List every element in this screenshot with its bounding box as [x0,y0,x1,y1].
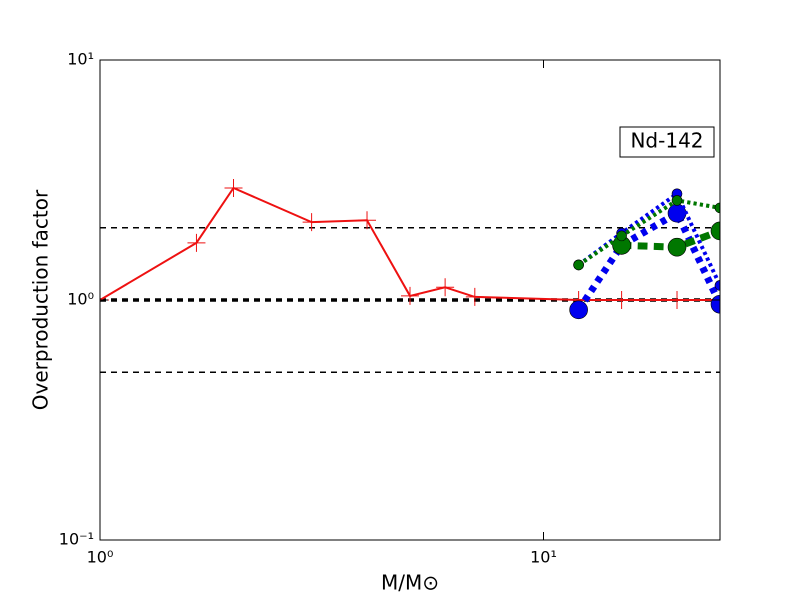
annotation: Nd-142 [630,129,703,153]
point-marker [616,230,627,242]
series-line [100,186,720,301]
series-line [575,208,720,312]
point-marker [358,211,377,230]
x-tick-label: 10¹ [530,548,557,567]
point-marker [667,237,687,257]
point-marker [668,291,687,309]
y-axis-label: Overproduction factor [29,189,53,410]
point-marker [465,287,484,306]
point-marker [302,213,321,232]
point-marker [436,278,455,297]
point-marker [224,178,243,197]
point-marker [714,280,720,291]
point-marker [710,221,720,241]
point-marker [187,233,206,252]
point-marker [569,300,588,320]
point-marker [573,259,584,271]
point-marker [714,202,720,214]
plot-area [100,178,720,373]
point-marker [401,286,419,305]
annotation-box [619,126,715,158]
point-marker [612,291,631,309]
x-tick-label: 10⁰ [87,548,114,567]
y-tick-label: 10⁻¹ [59,530,94,549]
y-tick-label: 10⁰ [67,290,94,309]
y-tick-label: 10¹ [67,50,94,69]
x-axis-label: M/M⊙ [381,571,439,595]
series-line [577,198,720,267]
point-marker [671,195,683,206]
